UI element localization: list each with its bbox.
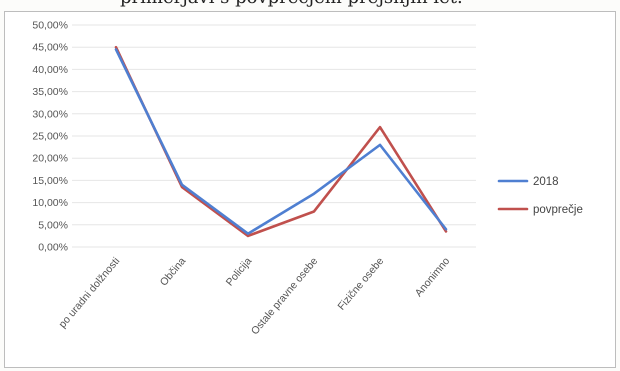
y-tick-label: 40,00% — [32, 64, 68, 76]
y-tick-label: 10,00% — [32, 197, 68, 209]
y-tick-label: 25,00% — [32, 131, 68, 143]
y-tick-label: 0,00% — [38, 242, 68, 254]
document-text-line: primerjavi s povprečjem prejšnjih let. — [120, 0, 463, 8]
cropped-document-text: primerjavi s povprečjem prejšnjih let. — [0, 0, 620, 9]
y-tick-label: 50,00% — [32, 20, 68, 32]
x-tick-label: Ostale pravne osebe — [249, 255, 321, 337]
y-tick-label: 45,00% — [32, 42, 68, 54]
x-tick-label: Fizične osebe — [335, 255, 386, 312]
legend-label: povprečje — [533, 204, 583, 216]
x-tick-label: Policija — [224, 255, 255, 288]
y-tick-label: 20,00% — [32, 153, 68, 165]
series-line-povprecje — [114, 45, 448, 238]
x-tick-label: Anonimno — [413, 255, 453, 299]
y-tick-label: 30,00% — [32, 108, 68, 120]
y-tick-label: 35,00% — [32, 86, 68, 98]
legend-label: 2018 — [533, 176, 559, 188]
x-tick-label: Občina — [158, 255, 189, 288]
series-line-2018 — [114, 48, 448, 235]
y-tick-label: 5,00% — [38, 219, 68, 231]
x-tick-label: po uradni dolžnosti — [56, 255, 122, 330]
y-tick-label: 15,00% — [32, 175, 68, 187]
chart-frame — [4, 11, 616, 368]
